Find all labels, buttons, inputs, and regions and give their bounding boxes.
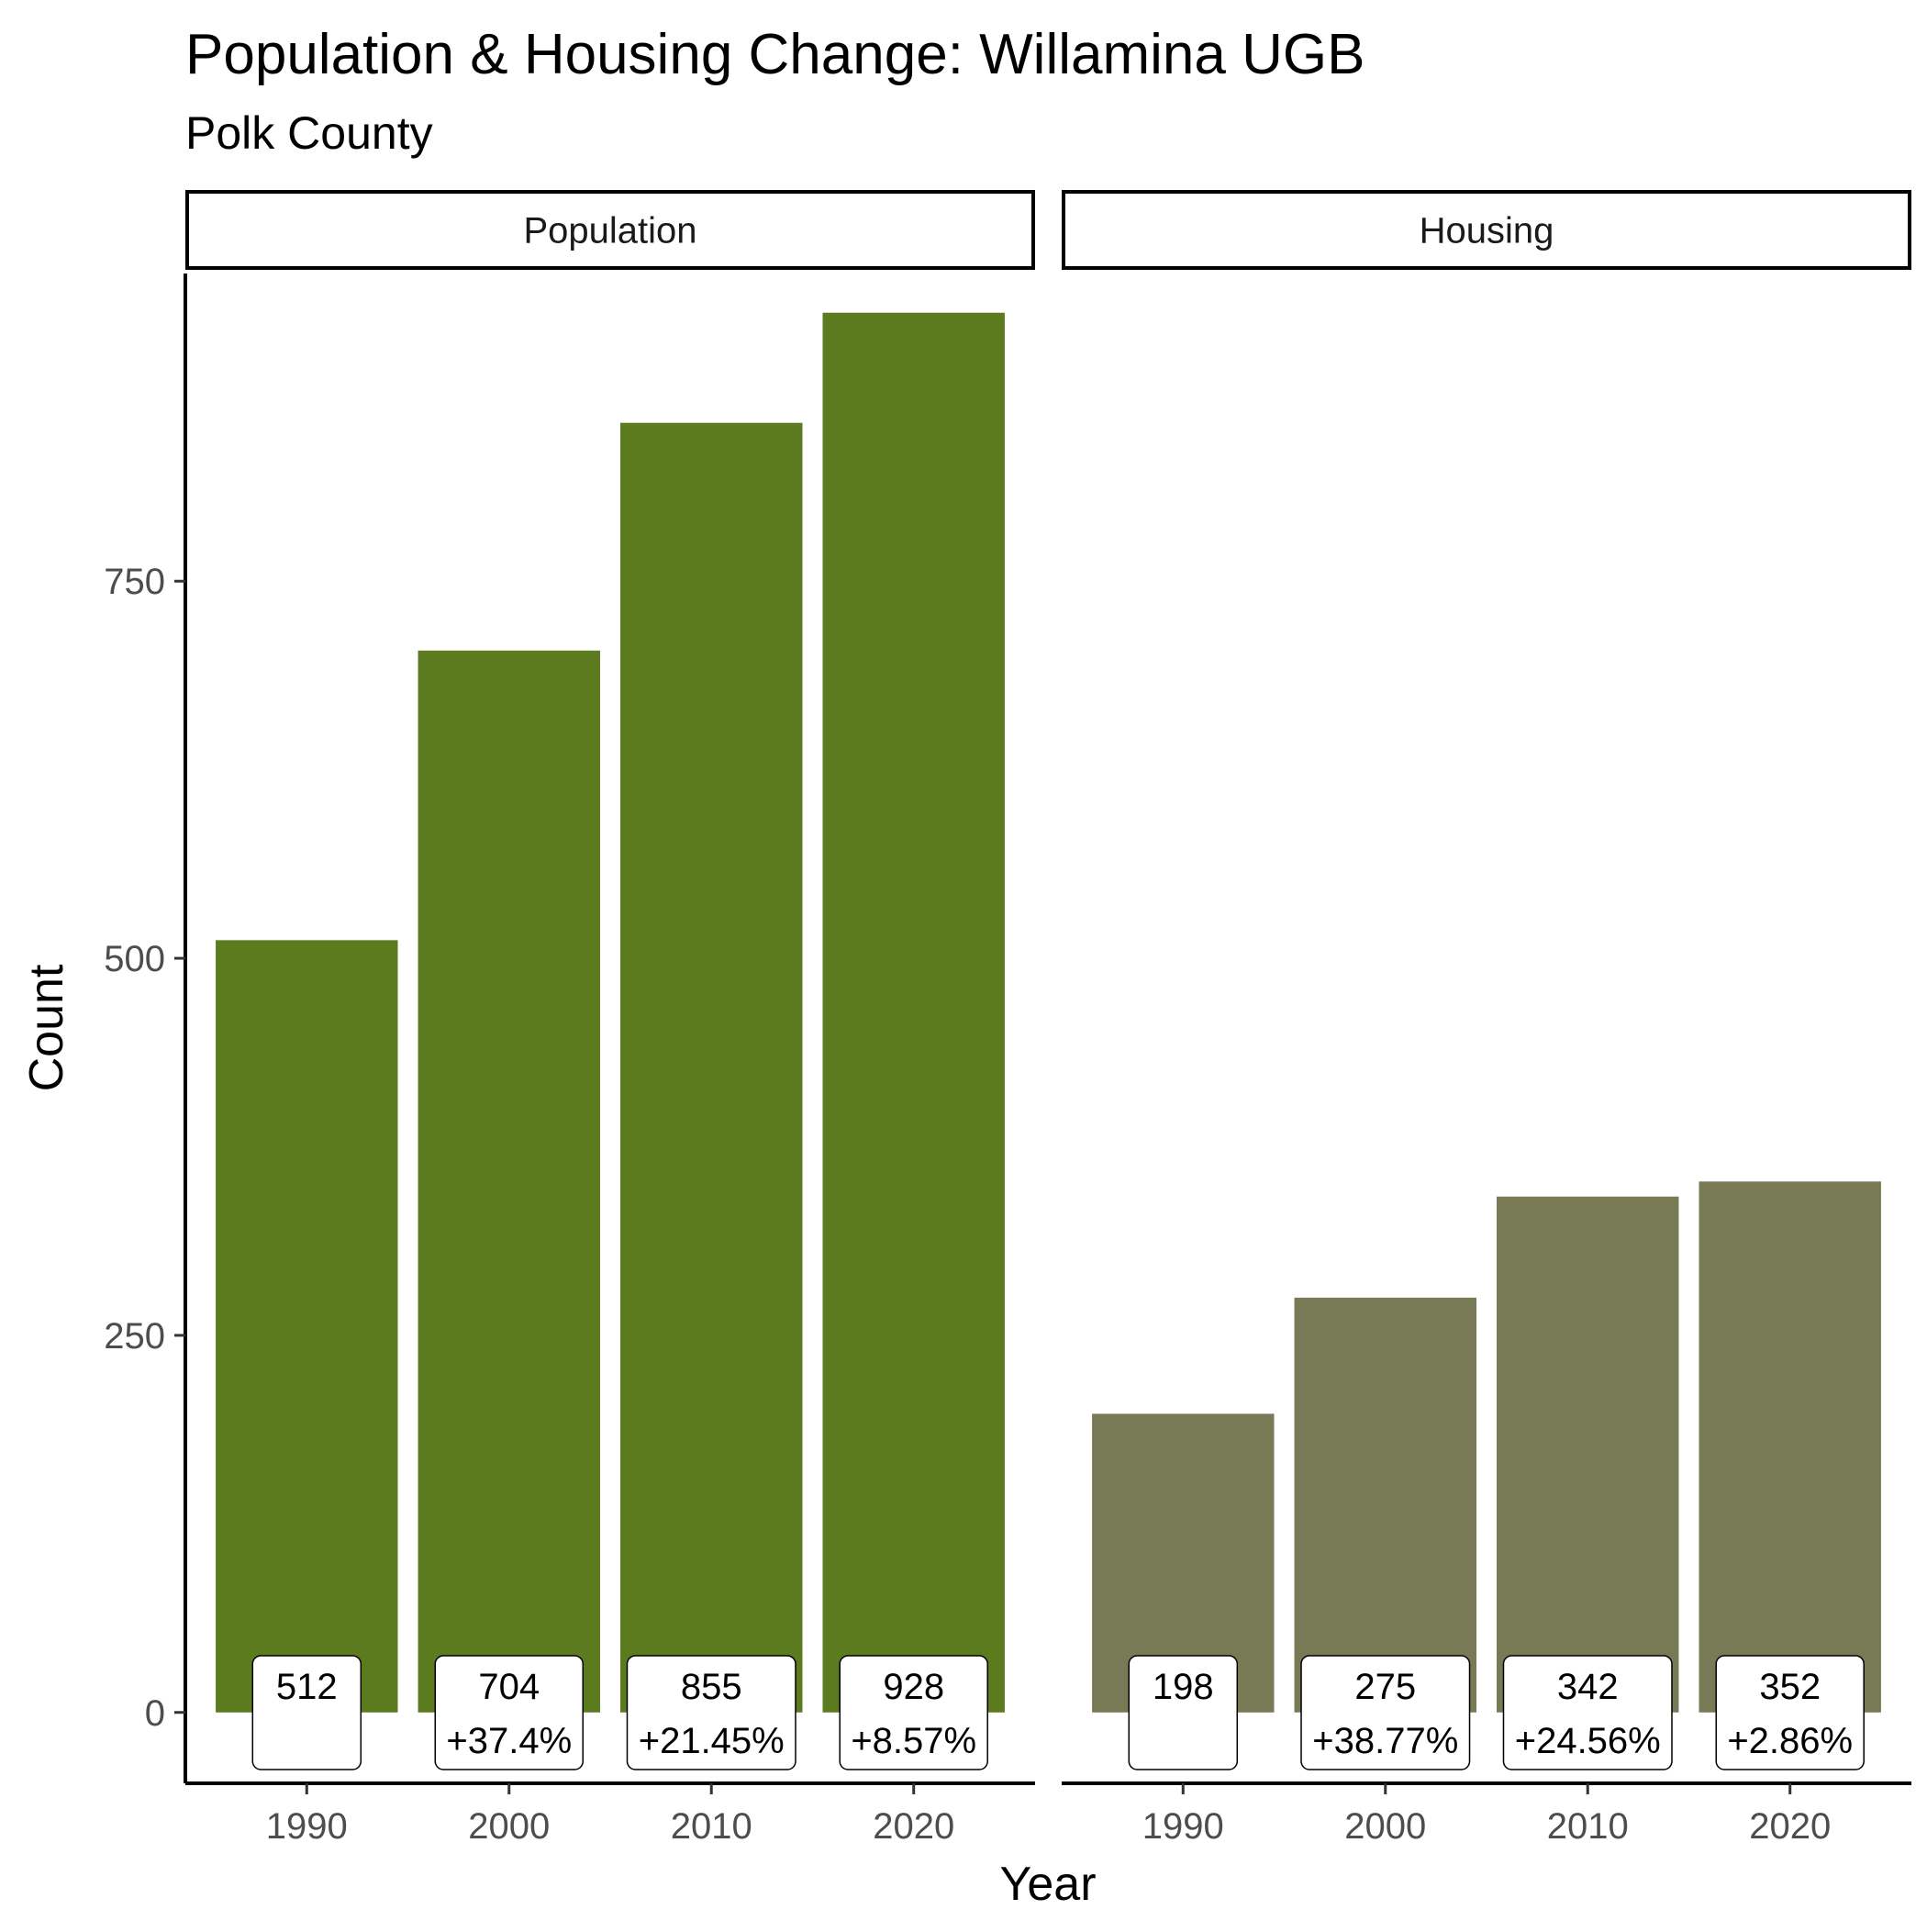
x-tick-label-housing-2000: 2000 (1344, 1806, 1426, 1847)
strip-box-housing (1062, 190, 1911, 270)
label-box-population-2020 (839, 1655, 988, 1770)
change-label-population-2020: +8.57% (851, 1721, 976, 1761)
chart-subtitle: Polk County (185, 107, 433, 159)
panel-population: Population 512 704 +37.4% 855 +21.45% 928 +8.57… (104, 190, 1035, 1847)
x-axis-title: Year (999, 1858, 1096, 1911)
chart-title: Population & Housing Change: Willamina U… (185, 23, 1364, 86)
bar-housing-2000 (1294, 1297, 1476, 1713)
change-label-housing-2010: +24.56% (1515, 1721, 1661, 1761)
strip-box-population (185, 190, 1035, 270)
y-tick-label-250: 250 (104, 1316, 165, 1357)
y-tick-label-750: 750 (104, 562, 165, 602)
x-tick-label-population-2000: 2000 (468, 1806, 550, 1847)
bar-population-2020 (822, 312, 1005, 1713)
value-label-housing-2020: 352 (1759, 1667, 1821, 1707)
change-label-housing-2000: +38.77% (1312, 1721, 1458, 1761)
bar-housing-2010 (1497, 1196, 1679, 1713)
value-label-population-1990: 512 (276, 1667, 338, 1707)
x-tick-label-population-2010: 2010 (671, 1806, 752, 1847)
y-tick-label-500: 500 (104, 939, 165, 979)
x-tick-label-housing-2020: 2020 (1749, 1806, 1831, 1847)
label-box-housing-1990 (1128, 1655, 1239, 1770)
panel-housing: Housing 198 275 +38.77% 342 +24.56% 352 +2.86% 1… (1062, 190, 1911, 1847)
x-tick-label-housing-2010: 2010 (1547, 1806, 1629, 1847)
strip-label-housing: Housing (1420, 211, 1554, 251)
value-label-housing-2010: 342 (1557, 1667, 1619, 1707)
x-tick-label-population-1990: 1990 (266, 1806, 348, 1847)
bar-housing-2020 (1699, 1181, 1881, 1713)
value-label-housing-1990: 198 (1153, 1667, 1214, 1707)
change-label-population-2000: +37.4% (446, 1721, 572, 1761)
x-tick-label-housing-1990: 1990 (1142, 1806, 1224, 1847)
change-label-housing-2020: +2.86% (1727, 1721, 1853, 1761)
value-label-population-2010: 855 (681, 1667, 742, 1707)
label-box-housing-2000 (1300, 1655, 1471, 1770)
value-label-housing-2000: 275 (1354, 1667, 1416, 1707)
bar-population-2010 (620, 422, 803, 1713)
bar-population-2000 (418, 650, 600, 1713)
label-box-population-2010 (626, 1655, 796, 1770)
label-box-housing-2010 (1502, 1655, 1673, 1770)
y-tick-label-0: 0 (145, 1693, 165, 1734)
label-box-population-1990 (251, 1655, 362, 1770)
value-label-population-2020: 928 (883, 1667, 944, 1707)
x-tick-label-population-2020: 2020 (873, 1806, 954, 1847)
change-label-population-2010: +21.45% (639, 1721, 785, 1761)
strip-label-population: Population (523, 211, 696, 251)
y-axis-title: Count (20, 964, 73, 1091)
value-label-population-2000: 704 (478, 1667, 540, 1707)
bar-population-1990 (216, 940, 398, 1713)
label-box-population-2000 (434, 1655, 585, 1770)
panels: Population 512 704 +37.4% 855 +21.45% 928 +8.57… (104, 190, 1911, 1847)
label-box-housing-2020 (1715, 1655, 1865, 1770)
